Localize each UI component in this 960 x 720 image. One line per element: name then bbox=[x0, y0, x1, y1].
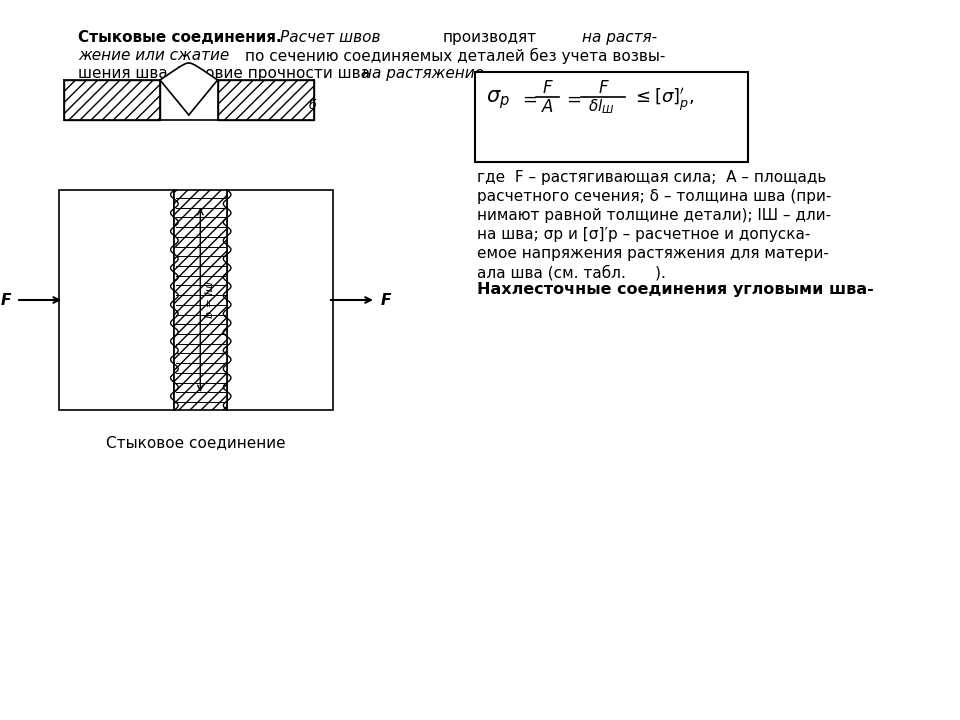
Text: на шва; σр и [σ]′р – расчетное и допуска-: на шва; σр и [σ]′р – расчетное и допуска… bbox=[476, 227, 810, 242]
Text: Расчет швов: Расчет швов bbox=[280, 30, 380, 45]
Bar bbox=[474, 72, 748, 162]
Text: Стыковые соединения.: Стыковые соединения. bbox=[79, 30, 282, 45]
Bar bbox=[175, 190, 228, 410]
Text: A: A bbox=[541, 98, 553, 116]
Text: нимают равной толщине детали); lШ – дли-: нимают равной толщине детали); lШ – дли- bbox=[476, 208, 830, 223]
Text: ала шва (см. табл.      ).: ала шва (см. табл. ). bbox=[476, 265, 665, 281]
Text: емое напряжения растяжения для матери-: емое напряжения растяжения для матери- bbox=[476, 246, 828, 261]
Text: б: б bbox=[309, 99, 317, 112]
Text: b = lш: b = lш bbox=[205, 282, 215, 318]
Text: расчетного сечения; δ – толщина шва (при-: расчетного сечения; δ – толщина шва (при… bbox=[476, 189, 831, 204]
Text: Нахлесточные соединения угловыми шва-: Нахлесточные соединения угловыми шва- bbox=[476, 282, 874, 297]
Text: на растя-: на растя- bbox=[582, 30, 658, 45]
Text: =: = bbox=[565, 91, 581, 109]
Text: $\delta l_Ш$: $\delta l_Ш$ bbox=[588, 98, 614, 117]
Bar bbox=[218, 80, 314, 120]
Text: =: = bbox=[521, 91, 537, 109]
Bar bbox=[64, 80, 160, 120]
Text: жение или сжатие: жение или сжатие bbox=[79, 48, 229, 63]
Text: F: F bbox=[598, 79, 608, 97]
Bar bbox=[60, 190, 175, 410]
Text: производят: производят bbox=[443, 30, 538, 45]
Text: $\leq [\sigma]_р^{\prime},$: $\leq [\sigma]_р^{\prime},$ bbox=[632, 86, 694, 114]
Text: F: F bbox=[1, 292, 12, 307]
Text: по сечению соединяемых деталей без учета возвы-: по сечению соединяемых деталей без учета… bbox=[246, 48, 665, 64]
Text: шения шва. Условие прочности шва: шения шва. Условие прочности шва bbox=[79, 66, 371, 81]
Text: где  F – растягивающая сила;  A – площадь: где F – растягивающая сила; A – площадь bbox=[476, 170, 826, 185]
Polygon shape bbox=[160, 63, 218, 80]
Text: F: F bbox=[542, 79, 552, 97]
Text: $\sigma_р$: $\sigma_р$ bbox=[486, 89, 510, 112]
Text: Стыковое соединение: Стыковое соединение bbox=[107, 435, 286, 450]
Text: на растяжение: на растяжение bbox=[363, 66, 485, 81]
Bar bbox=[228, 190, 333, 410]
Text: F: F bbox=[381, 292, 391, 307]
